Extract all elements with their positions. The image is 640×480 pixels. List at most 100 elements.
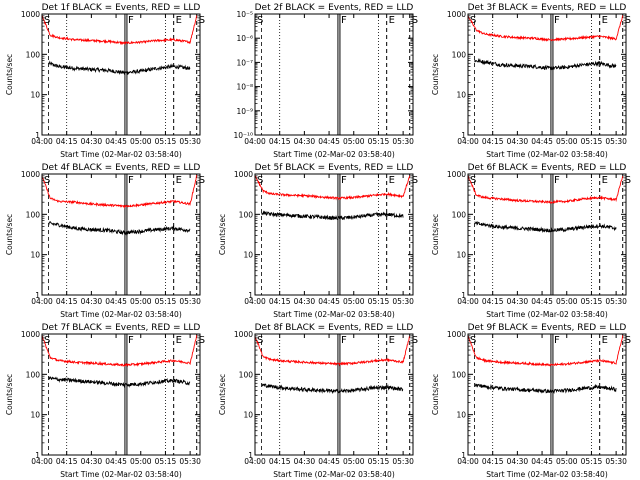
panel-title: Det 6f BLACK = Events, RED = LLD	[468, 163, 627, 173]
y-tick-label: 1000	[234, 170, 253, 179]
x-tick-label: 05:00	[130, 297, 152, 306]
x-axis-label: Start Time (02-Mar-02 03:58:40)	[486, 310, 608, 319]
y-tick-label: 1	[248, 291, 253, 300]
y-axis-label: Counts/sec	[431, 54, 440, 95]
y-tick-label: 100	[26, 50, 41, 59]
y-tick-label: 1000	[447, 330, 466, 339]
series-line-lld	[254, 174, 411, 201]
marker-label: F	[341, 175, 347, 186]
detector-panel: Det 6f BLACK = Events, RED = LLD Counts/s…	[431, 163, 631, 319]
x-tick-label: 04:00	[31, 457, 53, 466]
x-axis-label: Start Time (02-Mar-02 03:58:40)	[60, 150, 182, 159]
x-tick-label: 05:00	[130, 137, 152, 146]
x-tick-label: 05:30	[392, 457, 414, 466]
x-tick-label: 04:00	[457, 137, 479, 146]
panel-title: Det 7f BLACK = Events, RED = LLD	[42, 323, 201, 333]
y-tick-label: 1000	[234, 330, 253, 339]
x-tick-label: 04:15	[269, 297, 291, 306]
marker-label: E	[176, 15, 182, 26]
x-tick-label: 04:45	[531, 297, 553, 306]
y-tick-label: 10⁻⁹	[236, 107, 253, 116]
plot-frame	[254, 173, 414, 296]
marker-label: S	[44, 15, 50, 26]
detector-panel: Det 7f BLACK = Events, RED = LLD Counts/s…	[5, 323, 205, 479]
plot-frame	[41, 333, 201, 456]
y-tick-label: 10	[30, 251, 40, 260]
panel-title: Det 2f BLACK = Events, RED = LLD	[255, 3, 414, 13]
x-tick-label: 04:45	[318, 457, 340, 466]
y-axis-label: Counts/sec	[218, 374, 227, 415]
y-tick-label: 1	[461, 451, 466, 460]
series-line-events	[474, 220, 617, 234]
x-axis-label: Start Time (02-Mar-02 03:58:40)	[486, 150, 608, 159]
x-tick-label: 05:15	[155, 457, 177, 466]
x-tick-label: 04:15	[269, 137, 291, 146]
plot-frame	[254, 333, 414, 456]
panel-title: Det 5f BLACK = Events, RED = LLD	[255, 163, 414, 173]
x-tick-label: 04:30	[294, 457, 316, 466]
x-axis-label: Start Time (02-Mar-02 03:58:40)	[273, 470, 395, 479]
marker-label: F	[341, 15, 347, 26]
marker-label: F	[128, 175, 134, 186]
x-tick-label: 04:45	[105, 457, 127, 466]
y-axis-label: Counts/sec	[5, 54, 14, 95]
marker-label: E	[389, 175, 395, 186]
x-tick-label: 04:00	[244, 297, 266, 306]
x-tick-label: 05:00	[343, 137, 365, 146]
x-tick-label: 04:30	[294, 297, 316, 306]
y-tick-label: 100	[452, 210, 467, 219]
marker-label: F	[128, 335, 134, 346]
y-tick-label: 10	[456, 251, 466, 260]
marker-label: E	[176, 335, 182, 346]
marker-label: E	[389, 335, 395, 346]
detector-panel: Det 1f BLACK = Events, RED = LLD Counts/s…	[5, 3, 205, 159]
plot-frame	[41, 13, 201, 136]
plot-frame	[467, 333, 627, 456]
marker-label: S	[412, 335, 418, 346]
x-tick-label: 04:00	[31, 137, 53, 146]
marker-label: F	[554, 175, 560, 186]
x-tick-label: 04:30	[294, 137, 316, 146]
x-tick-label: 04:15	[56, 297, 78, 306]
x-tick-label: 05:30	[392, 297, 414, 306]
y-tick-label: 100	[452, 370, 467, 379]
y-tick-label: 10	[30, 411, 40, 420]
y-tick-label: 1	[35, 131, 40, 140]
series-line-lld	[467, 15, 624, 42]
y-tick-label: 1	[461, 131, 466, 140]
y-tick-label: 10	[243, 411, 253, 420]
series-line-lld	[41, 334, 198, 368]
x-tick-label: 04:00	[244, 457, 266, 466]
y-tick-label: 10⁻⁶	[236, 34, 253, 43]
series-line-events	[48, 221, 191, 236]
marker-label: S	[199, 335, 205, 346]
marker-label: S	[44, 335, 50, 346]
marker-label: S	[412, 15, 418, 26]
plot-frame	[467, 173, 627, 296]
x-tick-label: 05:00	[130, 457, 152, 466]
x-tick-label: 04:15	[482, 297, 504, 306]
x-axis-label: Start Time (02-Mar-02 03:58:40)	[486, 470, 608, 479]
x-tick-label: 05:15	[368, 457, 390, 466]
y-axis-label: Counts/sec	[431, 374, 440, 415]
x-tick-label: 04:15	[482, 137, 504, 146]
y-tick-label: 1000	[21, 10, 40, 19]
x-tick-label: 05:15	[581, 457, 603, 466]
y-tick-label: 1000	[21, 170, 40, 179]
y-tick-label: 1	[248, 451, 253, 460]
detector-panel: Det 9f BLACK = Events, RED = LLD Counts/s…	[431, 323, 631, 479]
x-tick-label: 05:15	[368, 297, 390, 306]
plot-frame	[254, 13, 414, 136]
x-tick-label: 04:00	[457, 457, 479, 466]
y-axis-label: Counts/sec	[431, 214, 440, 255]
detector-panel: Det 8f BLACK = Events, RED = LLD Counts/s…	[218, 323, 418, 479]
x-tick-label: 04:45	[531, 137, 553, 146]
x-tick-label: 04:30	[81, 297, 103, 306]
panel-title: Det 1f BLACK = Events, RED = LLD	[42, 3, 201, 13]
marker-label: S	[470, 15, 476, 26]
x-tick-label: 04:30	[81, 137, 103, 146]
marker-label: S	[625, 175, 631, 186]
x-tick-label: 05:30	[605, 137, 627, 146]
panel-title: Det 8f BLACK = Events, RED = LLD	[255, 323, 414, 333]
